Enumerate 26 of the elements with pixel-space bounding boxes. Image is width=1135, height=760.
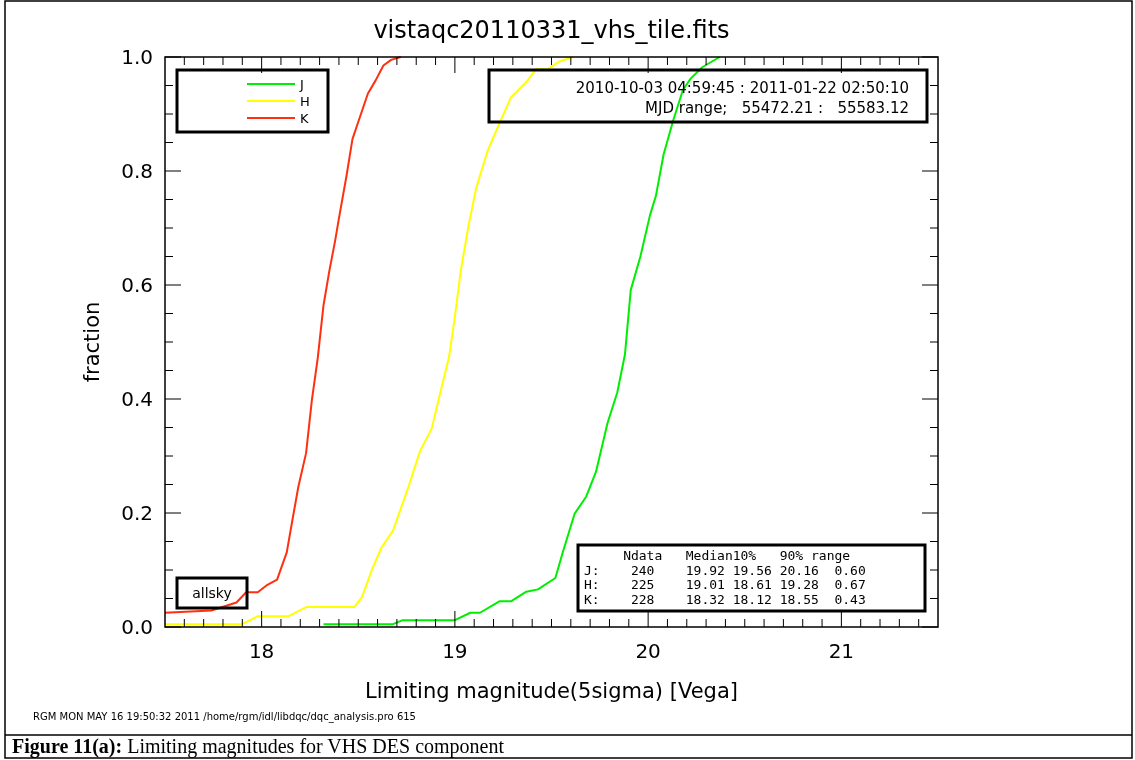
x-tick-label: 18 (248, 639, 275, 663)
annotation: K: 228 18.32 18.12 18.55 0.43 (584, 591, 866, 607)
annotation: MJD range; 55472.21 : 55583.12 (645, 99, 909, 117)
y-tick-label: 0.8 (121, 159, 153, 183)
text: RGM MON MAY 16 19:50:32 2011 /home/rgm/idl/libdqc/dqc_analysis.pro 615 (33, 711, 416, 723)
y-tick-label: 1.0 (121, 45, 153, 69)
text: Limiting magnitudes for VHS DES component (122, 735, 505, 758)
x-axis-title: Limiting magnitude(5sigma) [Vega] (365, 679, 738, 703)
legend-label: K (300, 110, 309, 126)
chart-title: vistaqc20110331_vhs_tile.fits (373, 16, 730, 44)
annotation: Ndata Median10% 90% range (584, 548, 851, 563)
y-tick-label: 0.6 (121, 273, 153, 297)
caption: Figure 11(a): (12, 735, 123, 758)
x-tick-label: 21 (828, 639, 855, 663)
annotation: allsky (192, 585, 232, 601)
x-tick-label: 20 (635, 639, 661, 663)
legend-label: H (300, 93, 310, 109)
y-tick-label: 0.2 (121, 501, 153, 525)
y-tick-label: 0.4 (121, 387, 153, 411)
line-series (164, 56, 402, 614)
legend-label: J (299, 76, 304, 92)
y-tick-label: 0.0 (121, 615, 153, 639)
annotation: J: 240 19.92 19.56 20.16 0.60 (584, 562, 866, 578)
y-axis-title: fraction (80, 301, 104, 383)
annotation: H: 225 19.01 18.61 19.28 0.67 (584, 577, 866, 592)
x-tick-label: 19 (442, 639, 468, 663)
